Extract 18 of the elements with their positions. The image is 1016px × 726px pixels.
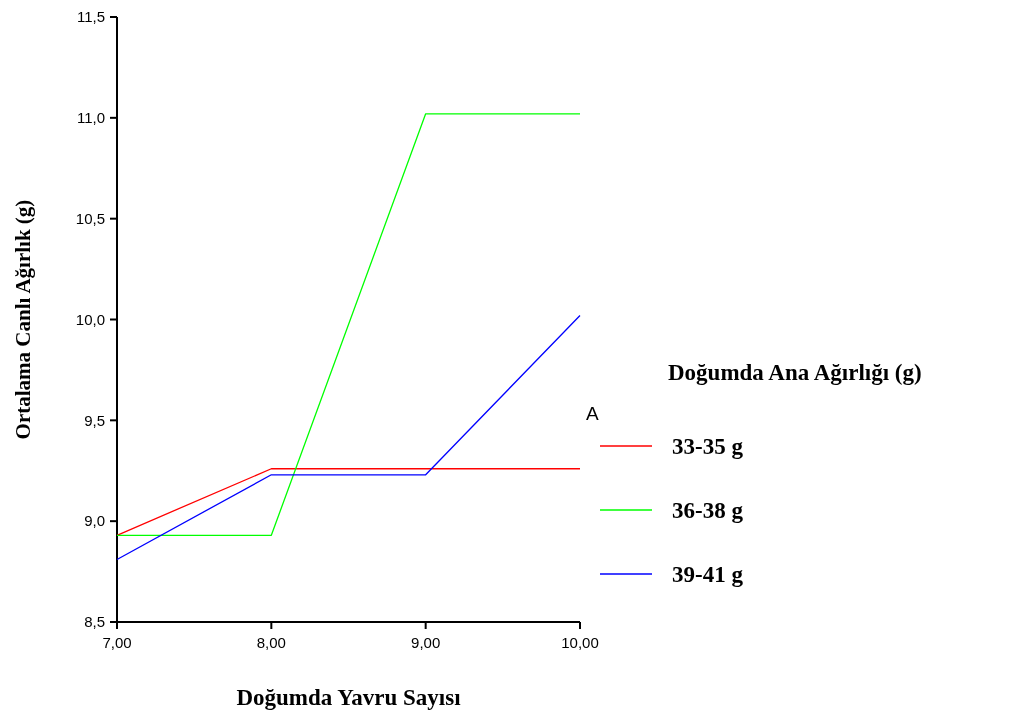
legend-label: 39-41 g [672,562,744,588]
x-tick-label: 10,00 [561,634,599,651]
legend-label: 36-38 g [672,498,744,524]
y-tick-label: 9,5 [84,411,105,429]
x-tick-label: 9,00 [411,634,441,651]
x-tick-label: 7,00 [102,634,132,651]
text: A [586,403,599,424]
legend-title: Doğumda Ana Ağırlığı (g) [668,360,922,385]
x-axis-title: Doğumda Yavru Sayısı [236,685,462,710]
x-tick-label: 8,00 [256,634,286,651]
y-tick-label: 8,5 [84,613,105,631]
y-tick-label: 11,0 [76,109,105,127]
y-tick-label: 10,0 [75,310,105,328]
y-tick-label: 10,5 [75,209,105,227]
y-axis-title: Ortalama Canlı Ağırlık (g) [11,199,35,440]
y-tick-label: 9,0 [84,512,105,530]
y-tick-label: 11,5 [76,8,105,26]
legend-label: 33-35 g [672,434,744,460]
